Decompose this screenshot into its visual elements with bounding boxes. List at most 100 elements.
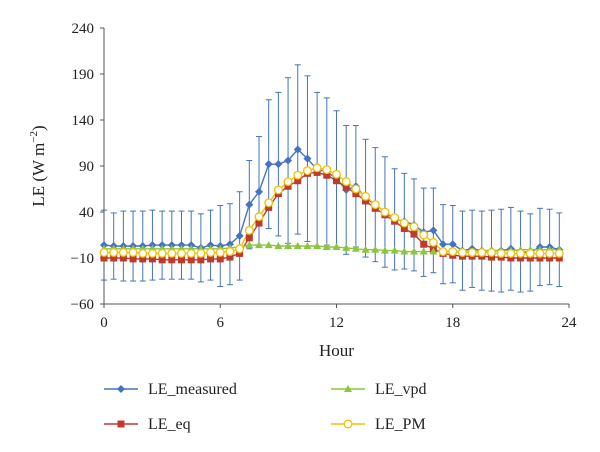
data-point-le-measured [264, 160, 273, 169]
data-point-le-vpd [380, 246, 389, 254]
legend-label: LE_PM [375, 416, 426, 433]
data-point-le-measured [293, 145, 302, 154]
legend: LE_measured LE_vpd LE_eq LE_PM [104, 381, 427, 433]
data-point-le-pm [390, 213, 400, 222]
data-point-le-eq [342, 183, 350, 191]
data-point-le-eq [420, 240, 428, 248]
data-point-le-vpd [371, 245, 380, 253]
data-point-le-pm [535, 248, 545, 258]
legend-item-le-measured: LE_measured [104, 381, 237, 398]
data-point-le-pm [380, 207, 390, 217]
data-point-le-vpd [361, 245, 370, 253]
legend-label: LE_vpd [375, 381, 427, 398]
data-point-le-measured [274, 160, 283, 169]
data-point-le-eq [555, 254, 563, 262]
data-point-le-eq [517, 254, 525, 262]
data-point-le-pm [283, 177, 293, 187]
data-point-le-eq [119, 254, 127, 262]
data-point-le-eq [110, 254, 118, 262]
data-point-le-pm [467, 248, 477, 257]
data-point-le-eq [139, 255, 147, 263]
y-axis-title: LE (W m−2) [28, 125, 48, 206]
data-point-le-pm [254, 212, 264, 222]
data-point-le-pm [215, 248, 225, 257]
data-point-le-eq [488, 253, 495, 261]
data-point-le-eq [129, 255, 137, 263]
legend-label: LE_eq [148, 416, 191, 433]
data-point-le-pm [312, 163, 322, 173]
data-point-le-pm [554, 248, 564, 258]
data-point-le-pm [506, 248, 516, 258]
data-point-le-pm [138, 248, 148, 258]
data-point-le-eq [313, 168, 321, 176]
data-point-le-pm [399, 218, 409, 228]
axes [100, 27, 570, 308]
data-point-le-measured [303, 154, 312, 163]
data-point-le-pm [361, 191, 371, 201]
data-point-le-pm [409, 222, 419, 232]
legend-swatch-marker [117, 385, 125, 393]
data-point-le-vpd [429, 247, 438, 255]
data-point-le-eq [226, 253, 234, 261]
data-point-le-eq [168, 256, 176, 264]
data-point-le-pm [147, 248, 157, 258]
data-point-le-eq [284, 182, 292, 190]
data-point-le-eq [546, 254, 554, 262]
data-point-le-eq [536, 254, 544, 262]
data-point-le-pm [225, 247, 235, 257]
data-point-le-measured [245, 200, 254, 209]
data-point-le-vpd [293, 242, 302, 250]
data-point-le-eq [148, 255, 156, 263]
data-point-le-eq [507, 254, 515, 262]
data-point-le-eq [362, 197, 370, 205]
data-point-le-pm [438, 247, 448, 257]
x-tick-label: 24 [562, 315, 578, 331]
data-point-le-eq [187, 256, 195, 264]
data-point-le-pm [477, 248, 487, 257]
data-point-le-pm [206, 248, 216, 257]
y-axis-title-close: ) [29, 125, 48, 131]
legend-swatch-marker [117, 420, 125, 428]
data-point-le-pm [157, 248, 167, 258]
legend-item-le-vpd: LE_vpd [331, 381, 427, 398]
data-point-le-pm [235, 244, 245, 254]
data-point-le-pm [186, 248, 196, 258]
data-point-le-eq [265, 203, 273, 211]
data-point-le-pm [273, 185, 283, 195]
legend-label: LE_measured [148, 381, 237, 398]
data-point-le-pm [118, 248, 128, 257]
data-point-le-eq [323, 171, 331, 179]
data-point-le-pm [322, 165, 332, 175]
y-tick-label: 40 [79, 205, 94, 221]
data-point-le-vpd [400, 247, 409, 255]
data-point-le-vpd [303, 242, 312, 250]
data-point-le-vpd [351, 244, 360, 252]
legend-item-le-eq: LE_eq [104, 416, 191, 433]
y-tick-label: 190 [72, 67, 95, 83]
y-axis-title-main: LE (W m [29, 143, 48, 207]
data-point-le-measured [439, 240, 448, 249]
x-tick-label: 0 [100, 315, 108, 331]
data-point-le-eq [400, 225, 408, 233]
data-point-le-pm [293, 170, 303, 180]
data-point-le-eq [100, 254, 108, 262]
data-point-le-measured [284, 156, 293, 165]
data-point-le-pm [99, 248, 109, 257]
data-point-le-eq [178, 256, 185, 264]
data-point-le-pm [177, 248, 186, 258]
legend-item-le-pm: LE_PM [331, 416, 426, 433]
data-point-le-eq [352, 190, 360, 198]
data-point-le-eq [526, 254, 534, 262]
y-tick-label: 240 [72, 21, 95, 37]
data-point-le-pm [545, 248, 555, 258]
data-point-le-measured [429, 226, 438, 235]
data-point-le-eq [245, 234, 253, 242]
data-point-le-pm [341, 177, 351, 187]
data-point-le-pm [332, 169, 341, 179]
data-point-le-vpd [255, 241, 263, 249]
x-tick-label: 12 [329, 315, 344, 331]
data-point-le-pm [448, 247, 458, 257]
data-point-le-pm [196, 248, 206, 258]
data-point-le-pm [128, 248, 138, 257]
